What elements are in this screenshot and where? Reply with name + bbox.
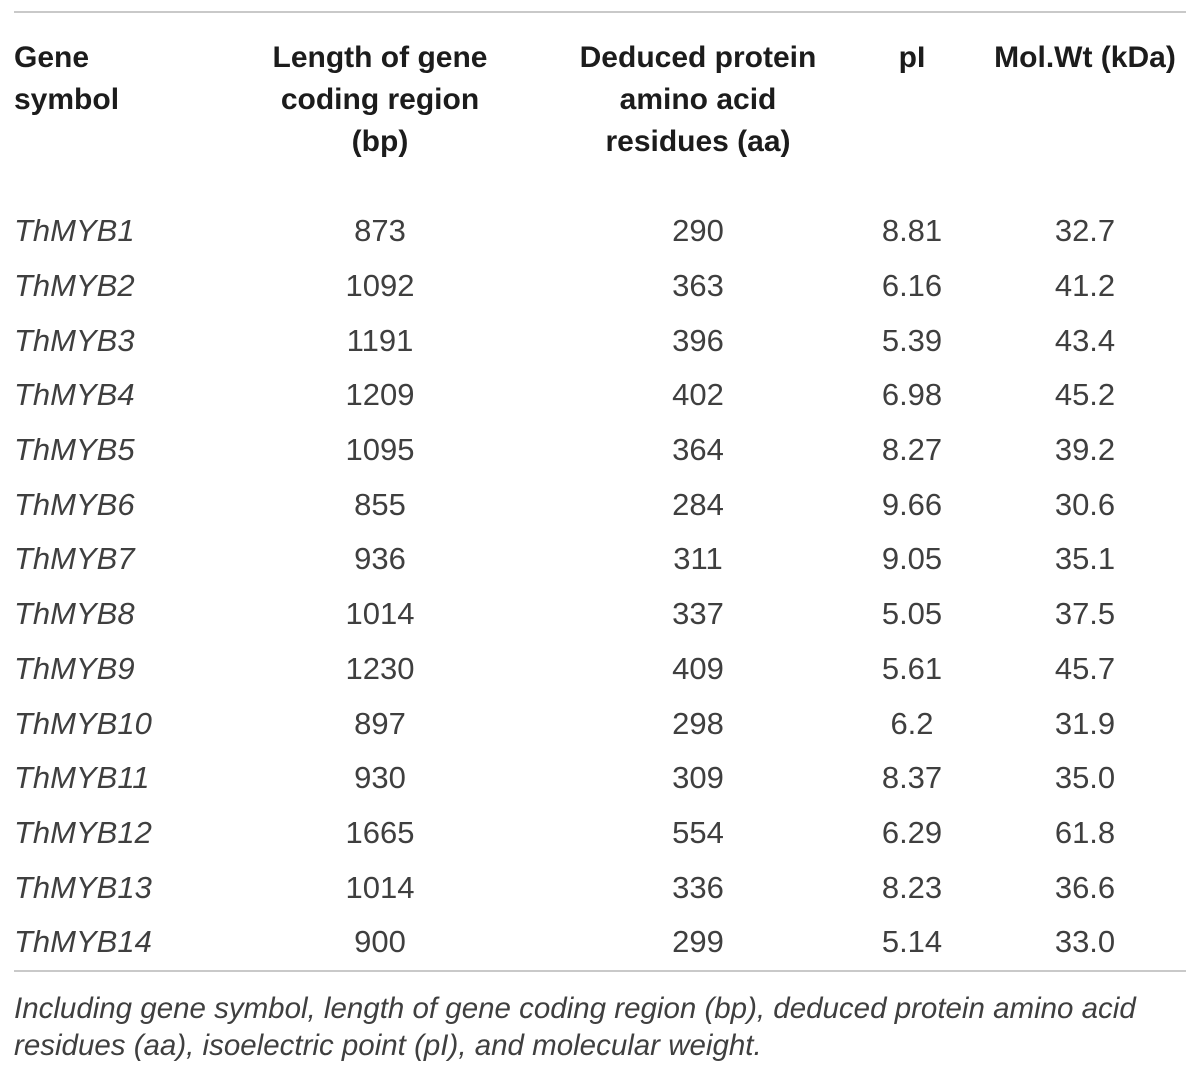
- cell-length-bp: 1191: [346, 322, 414, 358]
- cell-length-bp: 1095: [345, 432, 415, 468]
- cell-length-bp: 1092: [345, 268, 415, 304]
- cell-length-bp: 1014: [345, 596, 415, 632]
- cell-residues-aa: 364: [672, 432, 724, 468]
- cell-residues-aa: 396: [672, 322, 724, 358]
- cell-pi: 5.05: [881, 596, 943, 632]
- table-row: ThMYB2 1092 363 6.16 41.2: [14, 259, 1186, 314]
- cell-gene-symbol: ThMYB5: [14, 432, 135, 468]
- cell-residues-aa: 284: [672, 486, 724, 522]
- cell-gene-symbol: ThMYB8: [14, 596, 135, 632]
- cell-pi: 8.81: [881, 213, 943, 249]
- cell-pi: 8.37: [881, 760, 943, 796]
- table-footnote: Including gene symbol, length of gene co…: [14, 991, 1136, 1062]
- cell-pi: 5.39: [881, 322, 943, 358]
- cell-pi: 6.29: [881, 814, 943, 850]
- cell-pi: 9.66: [881, 486, 943, 522]
- table-row: ThMYB12 1665 554 6.29 61.8: [14, 806, 1186, 861]
- cell-length-bp: 1014: [345, 869, 415, 905]
- table-row: ThMYB14 900 299 5.14 33.0: [14, 915, 1186, 971]
- cell-gene-symbol: ThMYB4: [14, 377, 135, 413]
- cell-gene-symbol: ThMYB13: [14, 869, 152, 905]
- cell-gene-symbol: ThMYB3: [14, 322, 135, 358]
- cell-gene-symbol: ThMYB14: [14, 924, 152, 960]
- cell-residues-aa: 290: [672, 213, 724, 249]
- cell-pi: 6.16: [881, 268, 943, 304]
- header-gene-symbol: Gene symbol: [14, 41, 120, 116]
- cell-mol-wt-kda: 43.4: [1054, 322, 1116, 358]
- cell-mol-wt-kda: 61.8: [1054, 814, 1116, 850]
- cell-residues-aa: 309: [672, 760, 724, 796]
- table-header: Gene symbol Length of gene coding region…: [14, 12, 1186, 189]
- table-row: ThMYB4 1209 402 6.98 45.2: [14, 368, 1186, 423]
- cell-mol-wt-kda: 32.7: [1054, 213, 1116, 249]
- cell-length-bp: 936: [354, 541, 406, 577]
- cell-gene-symbol: ThMYB11: [14, 760, 150, 796]
- header-mol-wt-kda: Mol.Wt (kDa): [994, 41, 1176, 74]
- cell-length-bp: 1665: [345, 814, 415, 850]
- cell-mol-wt-kda: 30.6: [1054, 486, 1116, 522]
- table-row: ThMYB9 1230 409 5.61 45.7: [14, 642, 1186, 697]
- cell-mol-wt-kda: 45.2: [1054, 377, 1116, 413]
- cell-gene-symbol: ThMYB6: [14, 486, 135, 522]
- cell-gene-symbol: ThMYB2: [14, 268, 135, 304]
- cell-residues-aa: 409: [672, 650, 724, 686]
- cell-length-bp: 900: [354, 924, 406, 960]
- table-row: ThMYB10 897 298 6.2 31.9: [14, 696, 1186, 751]
- table-body: ThMYB1 873 290 8.81 32.7 ThMYB2 1092 363…: [14, 189, 1186, 971]
- cell-residues-aa: 336: [672, 869, 724, 905]
- cell-mol-wt-kda: 36.6: [1054, 869, 1116, 905]
- table-row: ThMYB8 1014 337 5.05 37.5: [14, 587, 1186, 642]
- header-row: Gene symbol Length of gene coding region…: [14, 12, 1186, 189]
- cell-mol-wt-kda: 35.1: [1054, 541, 1116, 577]
- header-pi: pI: [898, 41, 926, 74]
- cell-mol-wt-kda: 35.0: [1054, 760, 1116, 796]
- cell-length-bp: 1209: [345, 377, 415, 413]
- cell-residues-aa: 337: [672, 596, 724, 632]
- gene-properties-table: Gene symbol Length of gene coding region…: [14, 11, 1186, 972]
- cell-length-bp: 1230: [345, 650, 415, 686]
- cell-length-bp: 897: [354, 705, 406, 741]
- cell-length-bp: 930: [354, 760, 406, 796]
- header-residues-aa: Deduced protein amino acid residues (aa): [579, 41, 817, 158]
- table-row: ThMYB6 855 284 9.66 30.6: [14, 477, 1186, 532]
- cell-mol-wt-kda: 31.9: [1054, 705, 1116, 741]
- table-row: ThMYB1 873 290 8.81 32.7: [14, 189, 1186, 259]
- cell-residues-aa: 299: [672, 924, 724, 960]
- cell-pi: 5.14: [881, 924, 943, 960]
- table-row: ThMYB7 936 311 9.05 35.1: [14, 532, 1186, 587]
- cell-mol-wt-kda: 41.2: [1054, 268, 1116, 304]
- table-row: ThMYB13 1014 336 8.23 36.6: [14, 860, 1186, 915]
- table-row: ThMYB5 1095 364 8.27 39.2: [14, 423, 1186, 478]
- cell-mol-wt-kda: 39.2: [1054, 432, 1116, 468]
- table-row: ThMYB11 930 309 8.37 35.0: [14, 751, 1186, 806]
- cell-residues-aa: 554: [672, 814, 724, 850]
- cell-residues-aa: 402: [672, 377, 724, 413]
- cell-length-bp: 873: [354, 213, 406, 249]
- cell-pi: 6.98: [881, 377, 943, 413]
- cell-residues-aa: 298: [672, 705, 724, 741]
- table-row: ThMYB3 1191 396 5.39 43.4: [14, 313, 1186, 368]
- cell-gene-symbol: ThMYB10: [14, 705, 152, 741]
- header-length-bp: Length of gene coding region (bp): [272, 41, 488, 158]
- cell-pi: 8.23: [881, 869, 943, 905]
- cell-gene-symbol: ThMYB7: [14, 541, 135, 577]
- cell-gene-symbol: ThMYB12: [14, 814, 152, 850]
- cell-pi: 6.2: [890, 705, 934, 741]
- cell-mol-wt-kda: 45.7: [1054, 650, 1116, 686]
- cell-mol-wt-kda: 33.0: [1054, 924, 1116, 960]
- cell-residues-aa: 363: [672, 268, 724, 304]
- cell-gene-symbol: ThMYB1: [14, 213, 135, 249]
- cell-pi: 5.61: [881, 650, 943, 686]
- cell-residues-aa: 311: [673, 541, 723, 577]
- cell-pi: 9.05: [881, 541, 943, 577]
- cell-length-bp: 855: [354, 486, 406, 522]
- cell-pi: 8.27: [881, 432, 943, 468]
- cell-mol-wt-kda: 37.5: [1054, 596, 1116, 632]
- cell-gene-symbol: ThMYB9: [14, 650, 135, 686]
